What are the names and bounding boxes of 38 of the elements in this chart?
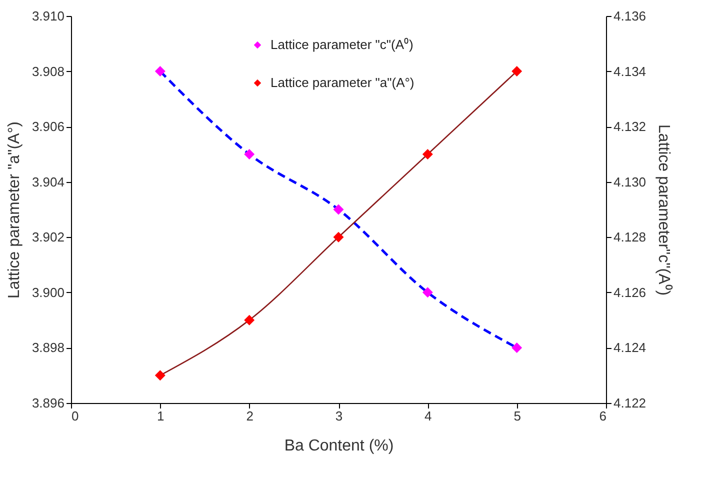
point xyxy=(333,204,344,215)
x-tick-label: 1 xyxy=(157,408,164,424)
x-tick-label: 6 xyxy=(599,408,606,424)
y-tick-label: 3.900 xyxy=(32,284,64,300)
point xyxy=(512,66,522,77)
x-tick-label: 2 xyxy=(246,408,254,424)
y-axis-title: Lattice parameter "a"(A°) xyxy=(6,122,23,298)
x-tick-label: 3 xyxy=(335,408,343,424)
y-tick-label: 3.896 xyxy=(32,396,64,410)
point xyxy=(422,148,433,160)
y-tick-label: 3.902 xyxy=(32,230,64,245)
legend-label: Lattice parameter "a"(A°) xyxy=(270,75,414,90)
y2-axis-title: Lattice parameter"c"(A⁰) xyxy=(655,124,674,296)
point xyxy=(154,66,166,77)
point xyxy=(244,314,255,326)
x-tick-label: 4 xyxy=(424,408,432,424)
x-tick-label: 5 xyxy=(514,408,521,424)
y2-tick-label: 4.134 xyxy=(614,64,646,79)
y2-tick-label: 4.124 xyxy=(614,340,646,356)
point xyxy=(154,370,166,381)
x-axis-title: Ba Content (%) xyxy=(284,438,394,454)
y-tick-label: 3.906 xyxy=(32,119,64,134)
y-tick-label: 3.908 xyxy=(32,64,64,79)
y-tick-label: 3.904 xyxy=(32,174,64,190)
legend-label: Lattice parameter "c"(A⁰) xyxy=(270,37,414,52)
y2-tick-label: 4.130 xyxy=(614,174,646,190)
point xyxy=(422,287,433,298)
y2-tick-label: 4.132 xyxy=(614,119,646,134)
y2-tick-label: 4.128 xyxy=(614,230,646,245)
y2-tick-label: 4.126 xyxy=(614,284,646,300)
y2-tick-label: 4.136 xyxy=(614,8,646,24)
x-tick-label: 0 xyxy=(72,408,79,424)
y-tick-label: 3.910 xyxy=(32,8,64,24)
point xyxy=(512,342,522,353)
y-tick-label: 3.898 xyxy=(32,340,64,356)
y2-tick-label: 4.122 xyxy=(614,396,646,410)
point xyxy=(333,232,344,242)
point xyxy=(244,148,255,160)
